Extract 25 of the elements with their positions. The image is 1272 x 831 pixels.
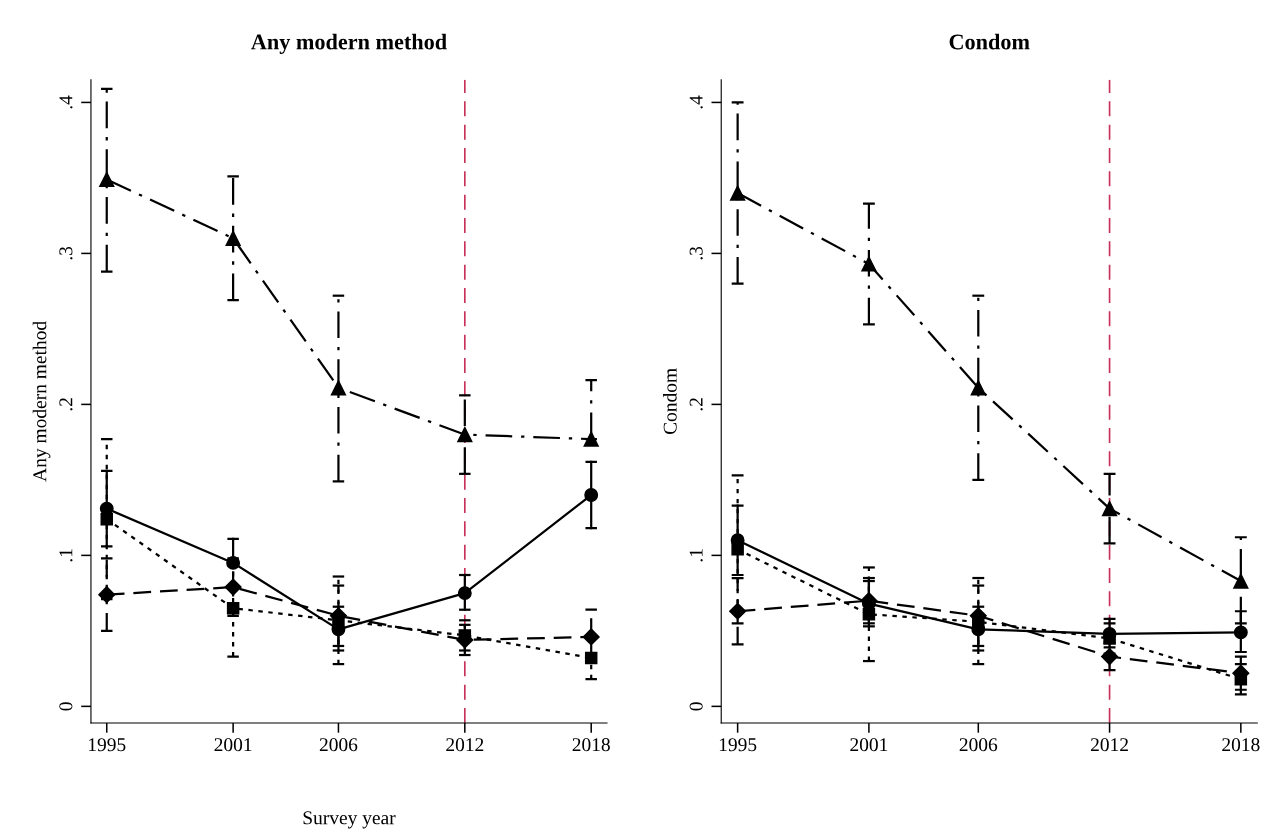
- y-tick-label: 0: [689, 702, 703, 711]
- x-tick-label: 2006: [959, 738, 998, 752]
- y-tick-label: .4: [689, 95, 703, 109]
- y-tick-label: 0: [59, 702, 73, 711]
- y-tick-label: .4: [59, 95, 73, 109]
- x-tick-label: 2001: [850, 738, 888, 752]
- x-tick-label: 1995: [719, 738, 757, 752]
- chart-title: Any modern method: [251, 33, 447, 55]
- y-axis-title: Condom: [663, 368, 677, 435]
- chart-title: Condom: [949, 33, 1030, 50]
- y-tick-label: .2: [59, 398, 73, 411]
- y-tick-label: .1: [689, 549, 703, 562]
- x-tick-label: 2012: [446, 738, 484, 752]
- x-tick-label: 2018: [572, 738, 610, 752]
- x-tick-label: 1995: [89, 738, 126, 752]
- x-axis-title: Survey year: [303, 811, 396, 829]
- x-tick-label: 2001: [214, 738, 252, 752]
- y-tick-label: .3: [689, 246, 703, 260]
- x-tick-label: 2018: [1222, 738, 1260, 752]
- y-tick-label: .1: [59, 549, 73, 562]
- y-tick-label: .2: [689, 398, 703, 411]
- x-tick-label: 2012: [1090, 738, 1128, 752]
- y-axis-title: Any modern method: [32, 321, 51, 482]
- x-tick-label: 2006: [319, 738, 358, 752]
- y-tick-label: .3: [59, 246, 73, 260]
